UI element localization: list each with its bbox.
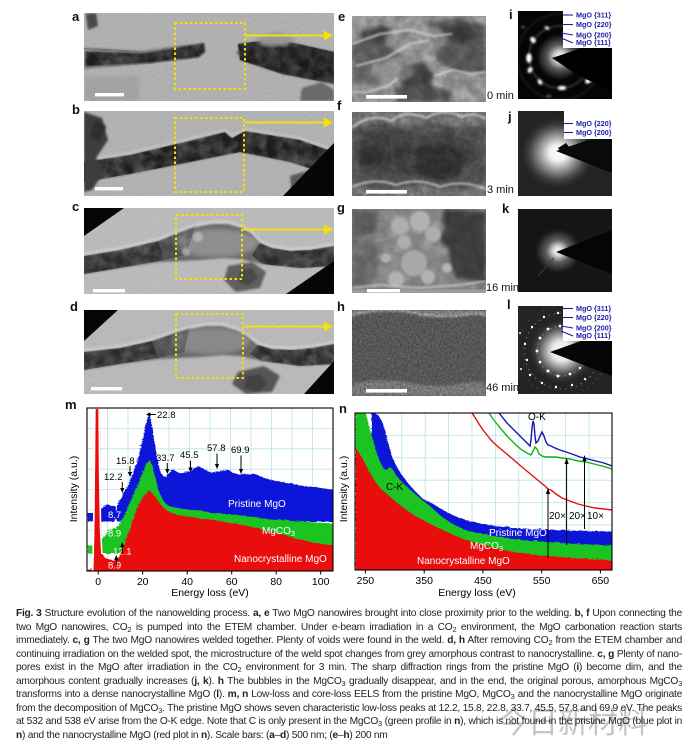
svg-text:80: 80 [270,576,282,588]
svg-text:MgO {111}: MgO {111} [576,331,611,340]
svg-text:60: 60 [226,576,238,588]
svg-text:Nanocrystalline MgO: Nanocrystalline MgO [234,554,327,565]
svg-text:n: n [339,401,347,416]
svg-text:40: 40 [181,576,193,588]
svg-text:MgO {111}: MgO {111} [576,38,611,47]
svg-text:550: 550 [533,575,551,587]
svg-text:c: c [72,199,79,214]
svg-text:O-K: O-K [528,412,546,423]
svg-text:8.9: 8.9 [108,529,121,540]
svg-text:MgO {311}: MgO {311} [576,11,611,20]
svg-text:d: d [70,299,78,314]
svg-text:MgO {200}: MgO {200} [576,31,612,40]
svg-text:33.7: 33.7 [156,453,175,464]
svg-text:Intensity (a.u.): Intensity (a.u.) [338,456,350,523]
svg-text:Pristine MgO: Pristine MgO [228,499,286,510]
svg-text:e: e [338,9,345,24]
svg-text:12.2: 12.2 [104,472,123,483]
svg-text:i: i [509,7,513,22]
svg-text:16 min: 16 min [486,282,519,294]
svg-text:C-K: C-K [386,482,404,493]
svg-text:Energy loss (eV): Energy loss (eV) [171,587,249,599]
svg-text:a: a [72,9,80,24]
svg-text:m: m [65,397,77,412]
svg-text:k: k [502,201,510,216]
svg-text:MgO {220}: MgO {220} [576,20,612,29]
svg-text:8.9: 8.9 [108,561,121,572]
svg-text:g: g [337,200,345,215]
svg-text:46 min: 46 min [486,382,519,394]
svg-text:MgO {200}: MgO {200} [576,128,612,137]
svg-text:650: 650 [592,575,610,587]
svg-text:Intensity (a.u.): Intensity (a.u.) [68,456,80,523]
svg-text:3 min: 3 min [487,184,514,196]
svg-text:450: 450 [474,575,492,587]
svg-text:MgO {220}: MgO {220} [576,313,612,322]
svg-text:57.8: 57.8 [207,443,226,454]
svg-text:20: 20 [137,576,149,588]
svg-text:250: 250 [357,575,375,587]
svg-text:h: h [337,299,345,314]
svg-text:0: 0 [95,576,101,588]
svg-text:MgO {200}: MgO {200} [576,324,612,333]
svg-text:l: l [507,297,511,312]
svg-text:20×: 20× [569,511,586,522]
svg-text:45.5: 45.5 [180,450,199,461]
svg-text:f: f [337,98,342,113]
svg-text:20×: 20× [549,511,566,522]
svg-text:8.7: 8.7 [108,510,121,521]
svg-text:MgO {220}: MgO {220} [576,119,612,128]
svg-text:Pristine MgO: Pristine MgO [489,528,547,539]
svg-text:0 min: 0 min [487,90,514,102]
svg-text:22.8: 22.8 [157,410,176,421]
svg-text:Nanocrystalline MgO: Nanocrystalline MgO [417,556,510,567]
svg-text:b: b [72,102,80,117]
svg-text:10×: 10× [587,511,604,522]
svg-text:69.9: 69.9 [231,445,250,456]
svg-text:100: 100 [312,576,330,588]
svg-text:MgCO3: MgCO3 [262,526,295,538]
svg-text:15.8: 15.8 [116,456,135,467]
svg-text:j: j [507,109,512,124]
svg-text:MgCO3: MgCO3 [470,541,503,553]
svg-text:350: 350 [415,575,433,587]
svg-text:MgO {311}: MgO {311} [576,304,611,313]
svg-text:Energy loss (eV): Energy loss (eV) [438,587,516,599]
